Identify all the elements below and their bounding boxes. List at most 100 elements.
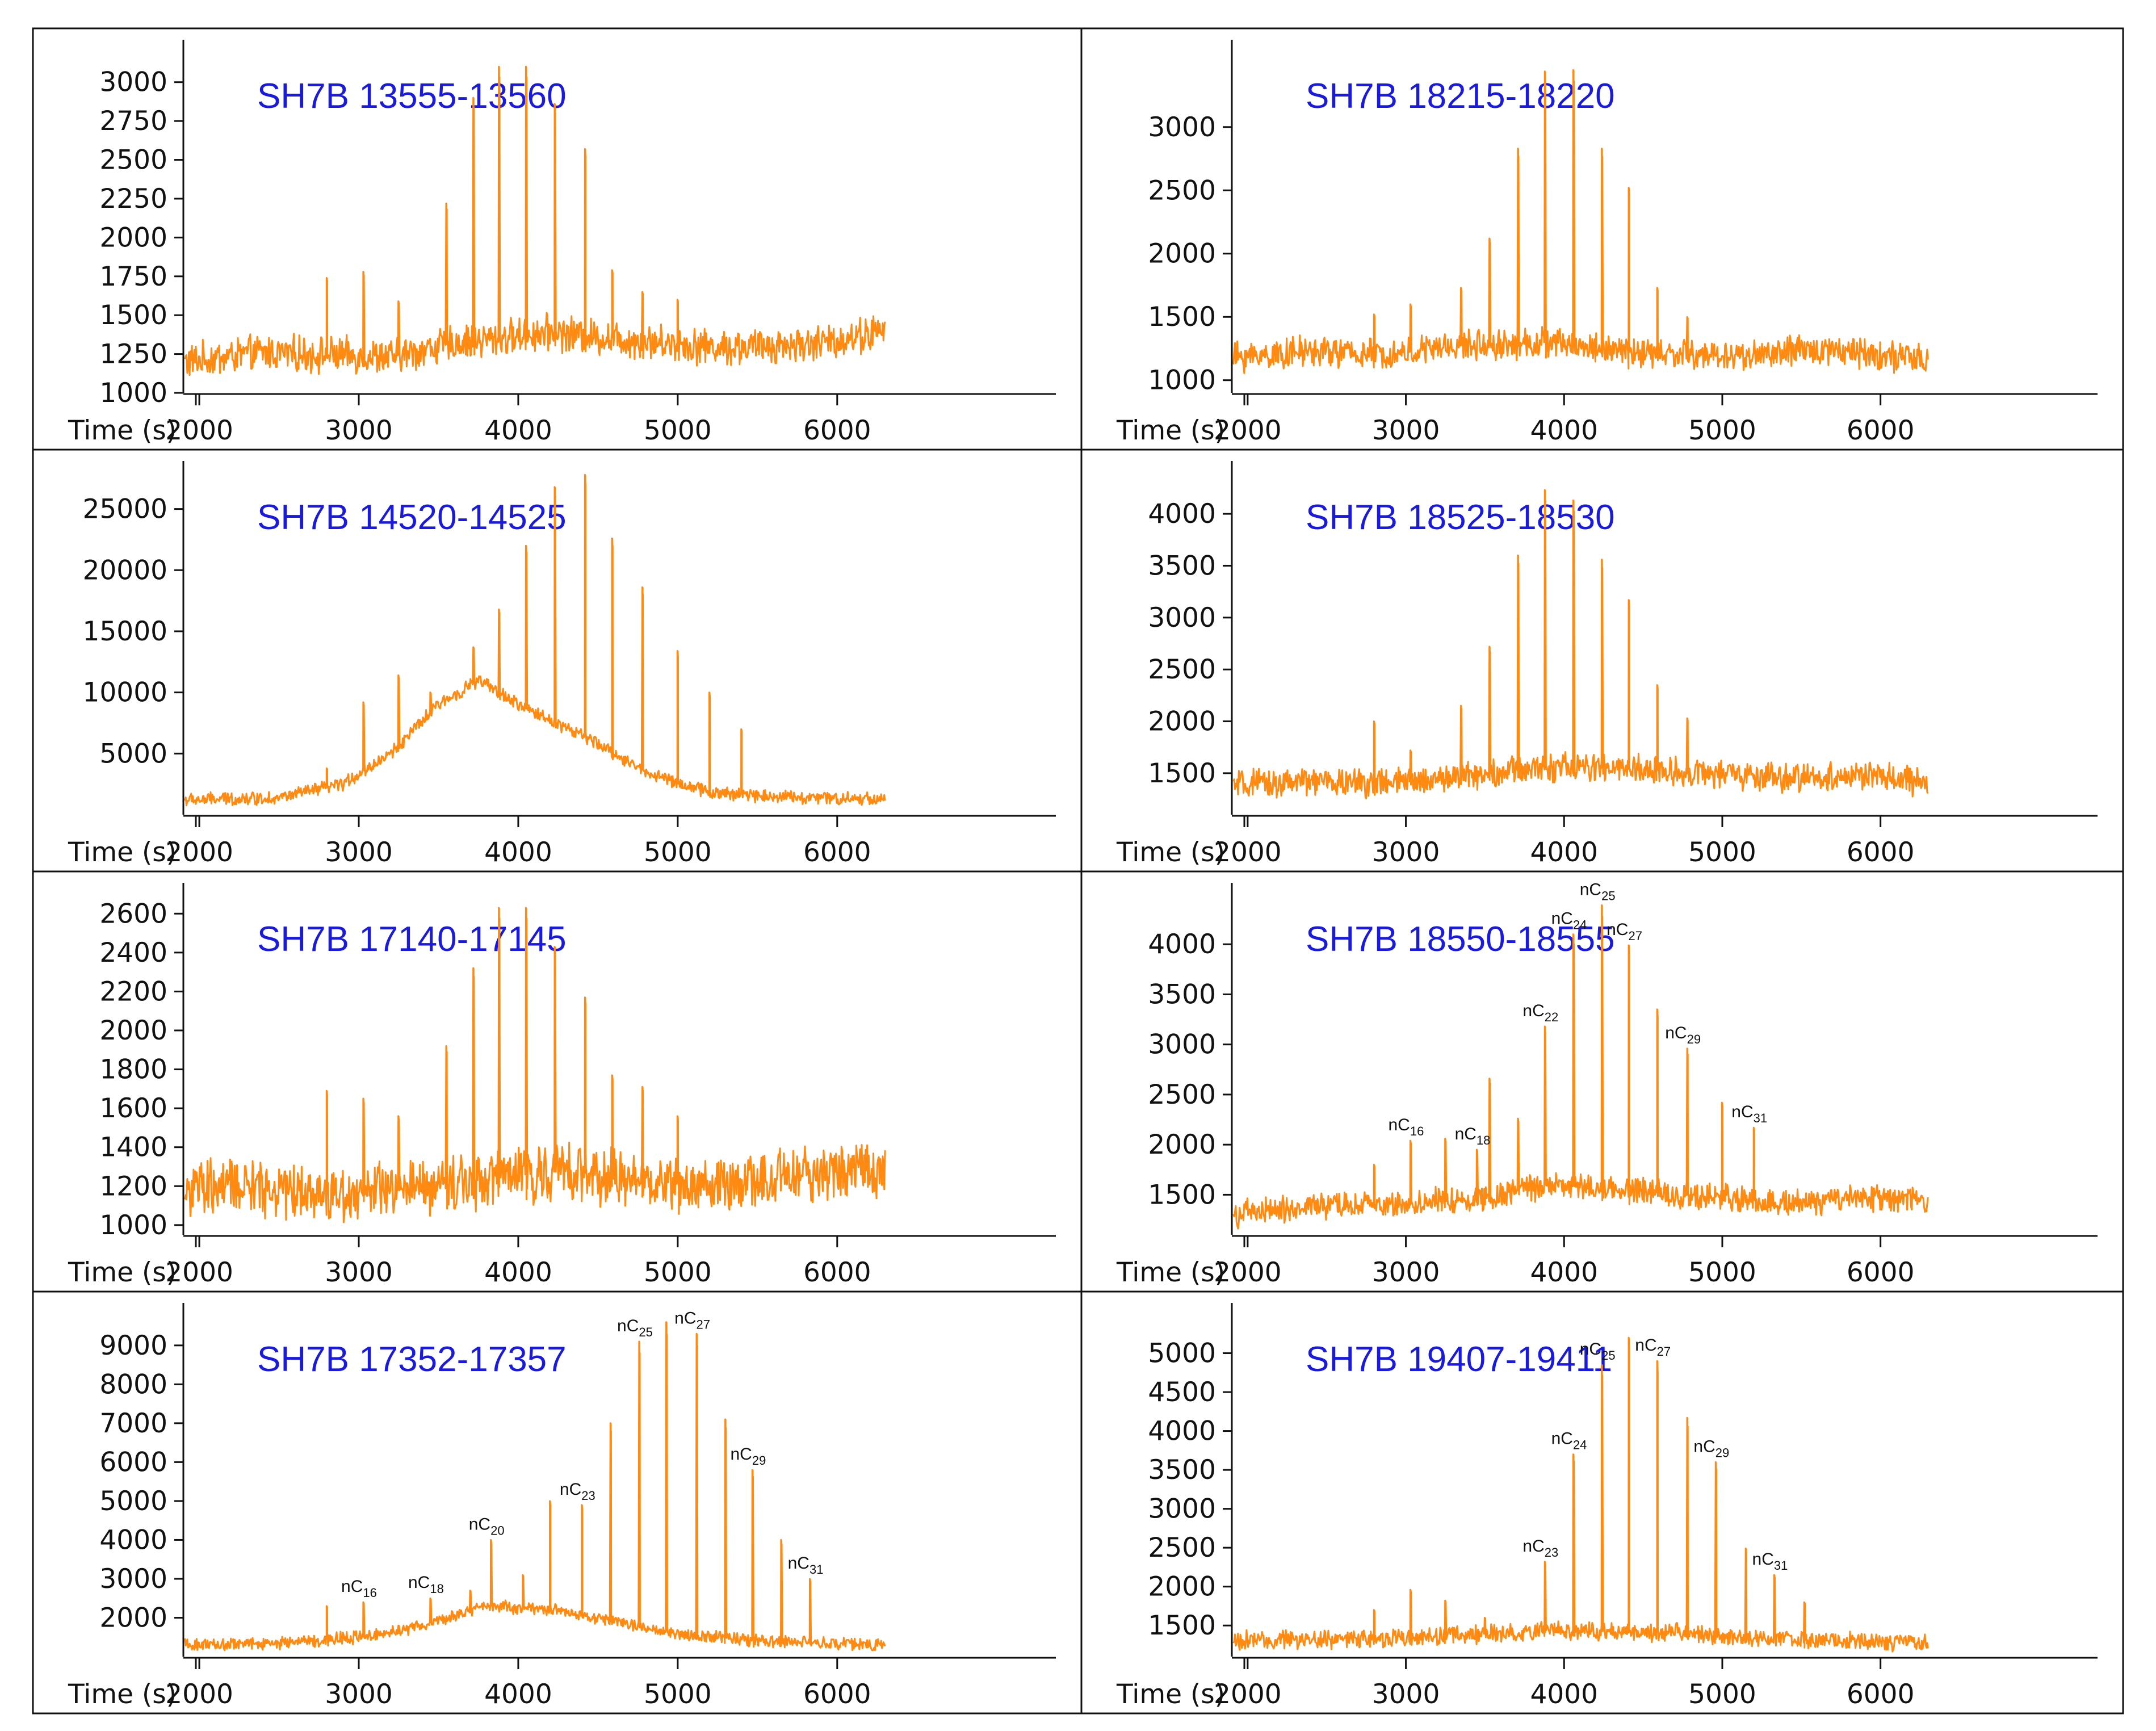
y-tick-label: 3000 [1148, 1029, 1216, 1061]
y-tick-label: 2000 [99, 222, 167, 253]
y-tick-label: 2500 [1148, 1079, 1216, 1110]
x-tick-label: 2000 [165, 1257, 233, 1288]
x-tick-label: 6000 [1847, 1679, 1915, 1710]
y-tick-label: 1200 [99, 1171, 167, 1202]
x-tick-label: 3000 [325, 1257, 393, 1288]
chart-title: SH7B 17140-17145 [257, 920, 567, 959]
x-axis-label: Time (s) [1116, 837, 1225, 868]
peak-label: nC31 [1731, 1103, 1767, 1125]
chromatogram-trace [1232, 69, 1929, 374]
x-tick-label: 3000 [325, 1679, 393, 1710]
y-tick-label: 1000 [99, 378, 167, 409]
y-tick-label: 3000 [1148, 1494, 1216, 1525]
y-tick-label: 1800 [99, 1054, 167, 1085]
y-tick-label: 2500 [1148, 654, 1216, 685]
chart-panel: 2000 3000 4000 5000 6000 7000 8000 9000 2000 3000… [68, 1303, 1056, 1710]
x-tick-label: 5000 [644, 415, 712, 446]
y-tick-label: 2000 [1148, 238, 1216, 270]
chart-panel: 1500 2000 2500 3000 3500 4000 2000 3000 4000 5000… [1116, 461, 2098, 868]
y-tick-label: 3000 [1148, 602, 1216, 634]
x-tick-label: 3000 [325, 837, 393, 868]
peak-label: nC20 [469, 1515, 505, 1537]
y-tick-label: 2750 [99, 106, 167, 137]
peak-label: nC29 [730, 1445, 766, 1468]
x-axis-label: Time (s) [68, 1679, 177, 1710]
figure-frame [32, 27, 2124, 1715]
y-tick-label: 1500 [1148, 758, 1216, 789]
y-tick-label: 3000 [1148, 112, 1216, 143]
x-tick-label: 5000 [1688, 1679, 1756, 1710]
peak-label: nC29 [1665, 1024, 1701, 1046]
y-tick-label: 5000 [1148, 1338, 1216, 1369]
y-tick-label: 25000 [82, 494, 167, 525]
y-tick-label: 1500 [1148, 301, 1216, 333]
peak-label: nC24 [1551, 1430, 1587, 1452]
y-tick-label: 2000 [1148, 1571, 1216, 1603]
peak-label: nC27 [1635, 1336, 1671, 1359]
peak-label: nC25 [1580, 1340, 1616, 1363]
x-tick-label: 2000 [1214, 1679, 1282, 1710]
y-tick-label: 3000 [99, 1564, 167, 1595]
x-tick-label: 4000 [1530, 837, 1598, 868]
x-tick-label: 2000 [1214, 1257, 1282, 1288]
x-tick-label: 4000 [484, 1257, 552, 1288]
chromatogram-trace [184, 65, 886, 376]
y-tick-label: 3500 [1148, 550, 1216, 581]
x-tick-label: 6000 [1847, 1257, 1915, 1288]
chromatogram-trace [184, 473, 886, 807]
y-tick-label: 5000 [99, 738, 167, 769]
chart-title: SH7B 18525-18530 [1306, 498, 1615, 537]
y-tick-label: 20000 [82, 555, 167, 586]
x-axis-label: Time (s) [68, 415, 177, 446]
x-tick-label: 3000 [1372, 415, 1440, 446]
peak-label: nC27 [1606, 920, 1642, 943]
x-tick-label: 4000 [484, 837, 552, 868]
x-tick-label: 4000 [484, 1679, 552, 1710]
y-tick-label: 2200 [99, 976, 167, 1007]
peak-label: nC25 [1580, 880, 1616, 903]
x-tick-label: 2000 [165, 1679, 233, 1710]
y-tick-label: 8000 [99, 1369, 167, 1400]
x-tick-label: 6000 [1847, 415, 1915, 446]
chart-title: SH7B 14520-14525 [257, 498, 567, 537]
x-tick-label: 5000 [644, 1257, 712, 1288]
y-tick-label: 1000 [99, 1210, 167, 1241]
x-tick-label: 4000 [1530, 1679, 1598, 1710]
x-tick-label: 6000 [1847, 837, 1915, 868]
x-tick-label: 4000 [1530, 415, 1598, 446]
x-axis-label: Time (s) [68, 1257, 177, 1288]
y-tick-label: 4500 [1148, 1377, 1216, 1408]
chart-title: SH7B 19407-19411 [1306, 1340, 1612, 1379]
chart-panel: 1000 1200 1400 1600 1800 2000 2200 2400 2600 2000… [68, 883, 1056, 1288]
chromatogram-trace [184, 907, 886, 1223]
chromatogram-trace [1232, 904, 1929, 1230]
x-tick-label: 5000 [644, 837, 712, 868]
x-axis-label: Time (s) [68, 837, 177, 868]
peak-label: nC23 [1522, 1537, 1558, 1560]
y-tick-label: 2400 [99, 937, 167, 969]
y-tick-label: 2000 [99, 1015, 167, 1046]
x-tick-label: 5000 [1688, 837, 1756, 868]
y-tick-label: 10000 [82, 677, 167, 709]
x-tick-label: 6000 [803, 837, 871, 868]
y-tick-label: 2000 [99, 1602, 167, 1633]
y-tick-label: 2000 [1148, 1129, 1216, 1160]
x-tick-label: 5000 [1688, 415, 1756, 446]
x-axis-label: Time (s) [1116, 415, 1225, 446]
y-tick-label: 3000 [99, 67, 167, 98]
x-axis-label: Time (s) [1116, 1257, 1225, 1288]
y-tick-label: 1250 [99, 339, 167, 370]
y-tick-label: 1750 [99, 261, 167, 292]
y-tick-label: 2000 [1148, 706, 1216, 737]
x-axis-label: Time (s) [1116, 1679, 1225, 1710]
x-tick-label: 3000 [1372, 1679, 1440, 1710]
y-tick-label: 1400 [99, 1132, 167, 1163]
x-tick-label: 6000 [803, 1679, 871, 1710]
chart-title: SH7B 18215-18220 [1306, 77, 1615, 116]
panels: 1000125015001750200022502500275030002000… [68, 40, 2098, 1710]
x-tick-label: 2000 [165, 415, 233, 446]
y-tick-label: 1500 [1148, 1610, 1216, 1641]
y-tick-label: 1000 [1148, 365, 1216, 396]
peak-label: nC25 [617, 1317, 653, 1339]
